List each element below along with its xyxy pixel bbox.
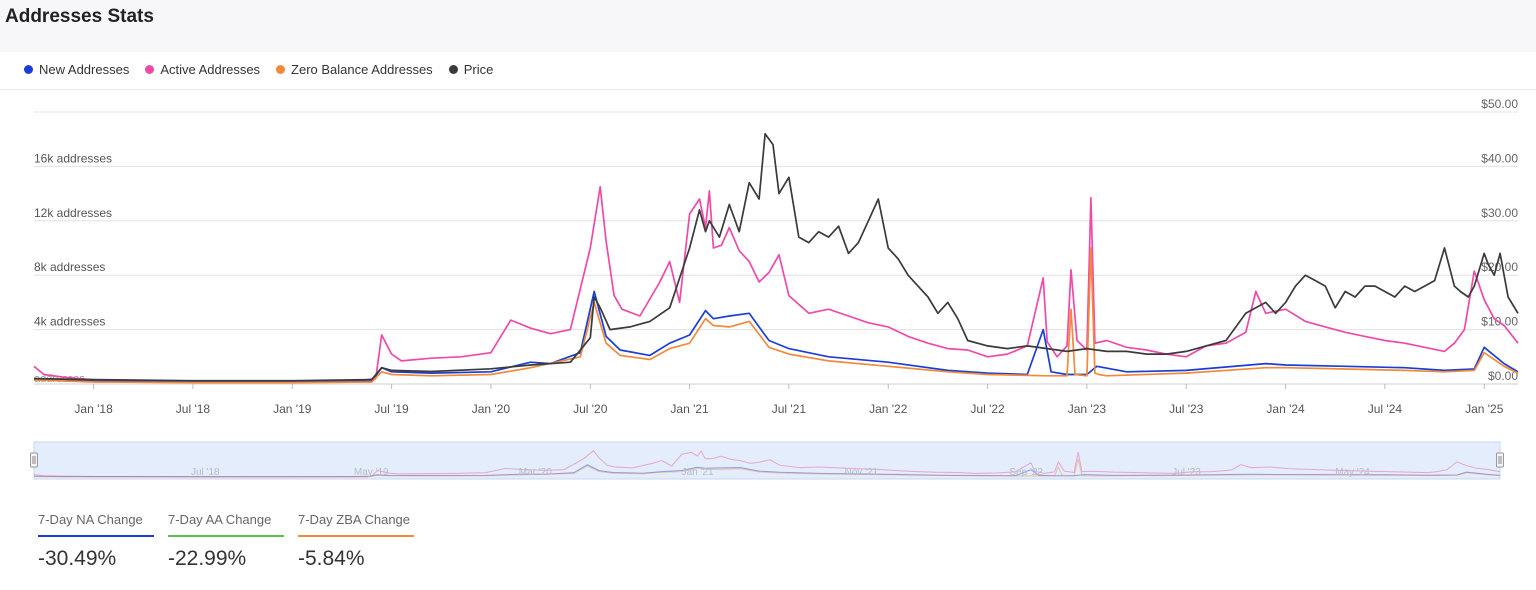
- navigator-right-handle[interactable]: [1496, 452, 1504, 468]
- stat-value-na: -30.49%: [38, 547, 117, 570]
- page-title: Addresses Stats: [5, 6, 154, 27]
- navigator-date-label: Jan '21: [682, 467, 714, 478]
- x-tick-label: Jul '23: [1169, 402, 1204, 416]
- legend-item-price[interactable]: Price: [448, 62, 494, 77]
- legend-label-price: Price: [463, 62, 494, 77]
- stats-row: 7-Day NA Change -30.49% 7-Day AA Change …: [38, 512, 414, 571]
- legend-label-zero-balance-addresses: Zero Balance Addresses: [291, 62, 433, 77]
- left-axis-tick-label: 16k addresses: [34, 151, 112, 165]
- legend-dot-new-addresses: [24, 65, 33, 74]
- legend-item-zero-balance-addresses[interactable]: Zero Balance Addresses: [276, 62, 433, 77]
- x-tick-label: Jul '20: [573, 402, 608, 416]
- stat-label-zba: 7-Day ZBA Change: [298, 512, 414, 537]
- left-axis-tick-label: 12k addresses: [34, 206, 112, 220]
- stat-label-aa: 7-Day AA Change: [168, 512, 284, 537]
- stat-label-na: 7-Day NA Change: [38, 512, 154, 537]
- legend-dot-active-addresses: [145, 65, 155, 74]
- stat-na-change: 7-Day NA Change -30.49%: [38, 512, 154, 571]
- right-axis-tick-label: $0.00: [1488, 369, 1518, 383]
- range-navigator[interactable]: Jul '18 May '19 Mar '20 Jan '21 Nov '21 Sep '…: [0, 438, 1536, 488]
- x-tick-label: Jul '21: [772, 402, 807, 416]
- navigator-series-line-zero-balance-addresses: [33, 458, 1501, 478]
- stat-zba-change: 7-Day ZBA Change -5.84%: [298, 512, 414, 571]
- legend-label-active-addresses: Active Addresses: [160, 62, 261, 77]
- right-axis-tick-label: $40.00: [1481, 151, 1518, 165]
- legend-dot-zero-balance-addresses: [276, 65, 286, 74]
- series-line-new-addresses: [33, 290, 1519, 383]
- right-axis-tick-label: $50.00: [1481, 97, 1518, 111]
- legend-divider: [0, 89, 1536, 90]
- x-tick-label: Jan '22: [869, 402, 908, 416]
- right-axis-tick-label: $30.00: [1481, 206, 1518, 220]
- navigator-date-label: May '24: [1335, 467, 1370, 478]
- x-tick-label: Jan '23: [1068, 402, 1107, 416]
- x-tick-label: Jul '24: [1368, 402, 1403, 416]
- left-axis-tick-label: 8k addresses: [34, 260, 105, 274]
- x-tick-label: Jan '25: [1465, 402, 1504, 416]
- x-tick-label: Jan '18: [74, 402, 113, 416]
- x-tick-label: Jan '21: [670, 402, 709, 416]
- navigator-date-label: Sep '22: [1009, 467, 1043, 478]
- chart-legend: New Addresses Active Addresses Zero Bala…: [24, 62, 493, 77]
- header-bar: Addresses Stats: [0, 0, 1536, 52]
- navigator-series-line-new-addresses: [33, 464, 1501, 478]
- navigator-date-label: Mar '20: [519, 467, 552, 478]
- x-tick-label: Jan '20: [472, 402, 511, 416]
- stat-aa-change: 7-Day AA Change -22.99%: [168, 512, 284, 571]
- x-tick-label: Jul '22: [970, 402, 1005, 416]
- navigator-date-label: May '19: [354, 467, 389, 478]
- series-line-price: [33, 132, 1519, 382]
- x-tick-label: Jan '24: [1266, 402, 1305, 416]
- navigator-date-label: Jul '23: [1172, 467, 1201, 478]
- legend-item-new-addresses[interactable]: New Addresses: [24, 62, 129, 77]
- navigator-series-line-active-addresses: [33, 449, 1501, 478]
- legend-item-active-addresses[interactable]: Active Addresses: [145, 62, 260, 77]
- x-tick-label: Jul '18: [176, 402, 211, 416]
- navigator-date-label: Nov '21: [845, 467, 879, 478]
- stat-value-aa: -22.99%: [168, 547, 247, 570]
- x-tick-label: Jul '19: [374, 402, 409, 416]
- navigator-left-handle[interactable]: [30, 452, 38, 468]
- x-tick-label: Jan '19: [273, 402, 312, 416]
- series-line-active-addresses: [33, 185, 1519, 383]
- stat-value-zba: -5.84%: [298, 547, 365, 570]
- series-line-zero-balance-addresses: [33, 247, 1519, 384]
- left-axis-tick-label: 4k addresses: [34, 315, 105, 329]
- legend-dot-price: [448, 65, 458, 74]
- right-axis-tick-label: $20.00: [1481, 260, 1518, 274]
- navigator-date-label: Jul '18: [191, 467, 220, 478]
- legend-label-new-addresses: New Addresses: [39, 62, 130, 77]
